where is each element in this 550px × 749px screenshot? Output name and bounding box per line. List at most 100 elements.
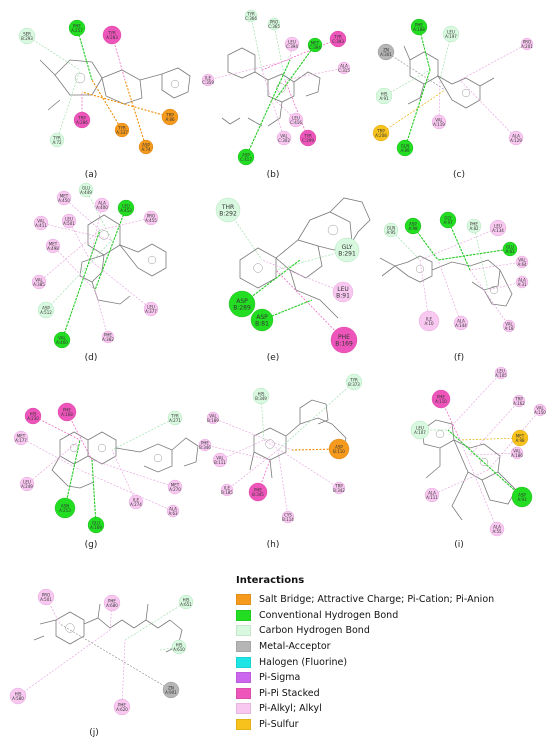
panel-label-d: (d): [85, 353, 98, 363]
residue-disc: [24, 407, 42, 425]
residue-disc: [201, 73, 215, 87]
residue-number: C:299: [302, 138, 314, 143]
residue-number: A:257: [71, 28, 83, 33]
legend-swatch: [236, 594, 251, 606]
residue-disc: [508, 130, 524, 146]
residue-number: A:98: [515, 438, 525, 443]
ligand-a: [39, 59, 191, 111]
residue-disc: [345, 373, 363, 391]
legend-swatch: [236, 641, 251, 653]
residue-name: TYR: [333, 34, 342, 39]
residue-disc: [396, 139, 414, 157]
residue-disc: [337, 61, 351, 75]
interaction-line-c-6: [459, 79, 517, 139]
interaction-line-h-5: [226, 449, 279, 491]
residue-name: PHE: [470, 221, 478, 226]
residue-disc: [375, 87, 393, 105]
legend-label: Salt Bridge; Attractive Charge; Pi-Catio…: [259, 594, 495, 606]
residue-name: ASN: [61, 503, 69, 508]
residue-name: HIS: [183, 597, 190, 602]
interaction-line-i-2: [469, 400, 520, 456]
residue-disc: [248, 482, 268, 502]
residue-name: ASP: [409, 221, 417, 226]
residue-number: A:455: [145, 218, 157, 223]
residue-disc: [332, 281, 354, 303]
legend-label: Pi-Sigma: [259, 672, 301, 684]
interaction-line-d-11: [94, 289, 109, 338]
residue-name: VAL: [35, 277, 43, 282]
residue-number: A:97: [443, 220, 453, 225]
residue-disc: [143, 301, 159, 317]
residue-disc: [138, 139, 154, 155]
residue-number: B:342: [333, 488, 345, 493]
panel-label-a: (a): [85, 170, 98, 180]
interaction-line-g-2: [111, 417, 176, 451]
residue-disc: [198, 438, 212, 452]
interaction-line-j-4: [59, 623, 172, 691]
residue-disc: [533, 403, 547, 417]
residue-disc: [244, 9, 258, 23]
legend-label: Conventional Hydrogen Bond: [259, 609, 399, 621]
residue-disc: [78, 182, 94, 198]
interaction-line-g-4: [26, 439, 81, 485]
residue-disc: [442, 25, 460, 43]
residue-disc: [281, 510, 295, 524]
residue-disc: [161, 108, 179, 126]
residue-disc: [166, 504, 180, 518]
legend-swatch: [236, 703, 251, 715]
residue-number: A:10: [424, 321, 434, 326]
residue-name: ALA: [340, 63, 348, 68]
residue-disc: [68, 19, 86, 37]
residue-name: LEU: [147, 304, 155, 309]
residue-name: TYR: [349, 377, 358, 382]
residue-disc: [220, 483, 234, 497]
residue-number: B:373: [348, 382, 360, 387]
residue-name: ALA: [428, 490, 436, 495]
interaction-line-b-10: [245, 59, 291, 158]
residue-name: PHE: [108, 598, 116, 603]
legend-swatch: [236, 609, 251, 621]
residue-name: TRP: [334, 483, 343, 488]
residue-number: A:89: [400, 148, 410, 153]
residue-number: A:197: [445, 34, 457, 39]
residue-name: VAL: [216, 455, 224, 460]
residue-number: A:150: [534, 410, 546, 415]
residue-number: C:394: [309, 45, 321, 50]
residue-name: ALA: [169, 506, 177, 511]
residue-number: A:512: [40, 310, 52, 315]
residue-number: A:168: [61, 412, 73, 417]
interaction-line-a-7: [81, 91, 171, 118]
residue-name: ALA: [98, 200, 106, 205]
panel-label-j: (j): [89, 728, 99, 738]
interaction-line-b-2: [289, 43, 293, 61]
residue-number: A:188: [413, 27, 425, 32]
residue-number: B:345: [252, 492, 264, 497]
residue-disc: [284, 36, 300, 52]
residue-number: A:253: [59, 508, 71, 513]
residue-disc: [453, 315, 469, 331]
residue-number: B:346: [199, 445, 211, 450]
ligand-i: [421, 419, 517, 521]
legend-item: Pi-Alkyl; Alkyl: [236, 701, 536, 717]
interaction-line-d-7: [52, 245, 96, 291]
residue-disc: [494, 366, 508, 380]
residue-disc: [520, 37, 534, 51]
interaction-line-d-10: [89, 259, 152, 310]
residue-number: A:337: [116, 130, 128, 135]
interaction-line-j-2: [124, 601, 187, 641]
